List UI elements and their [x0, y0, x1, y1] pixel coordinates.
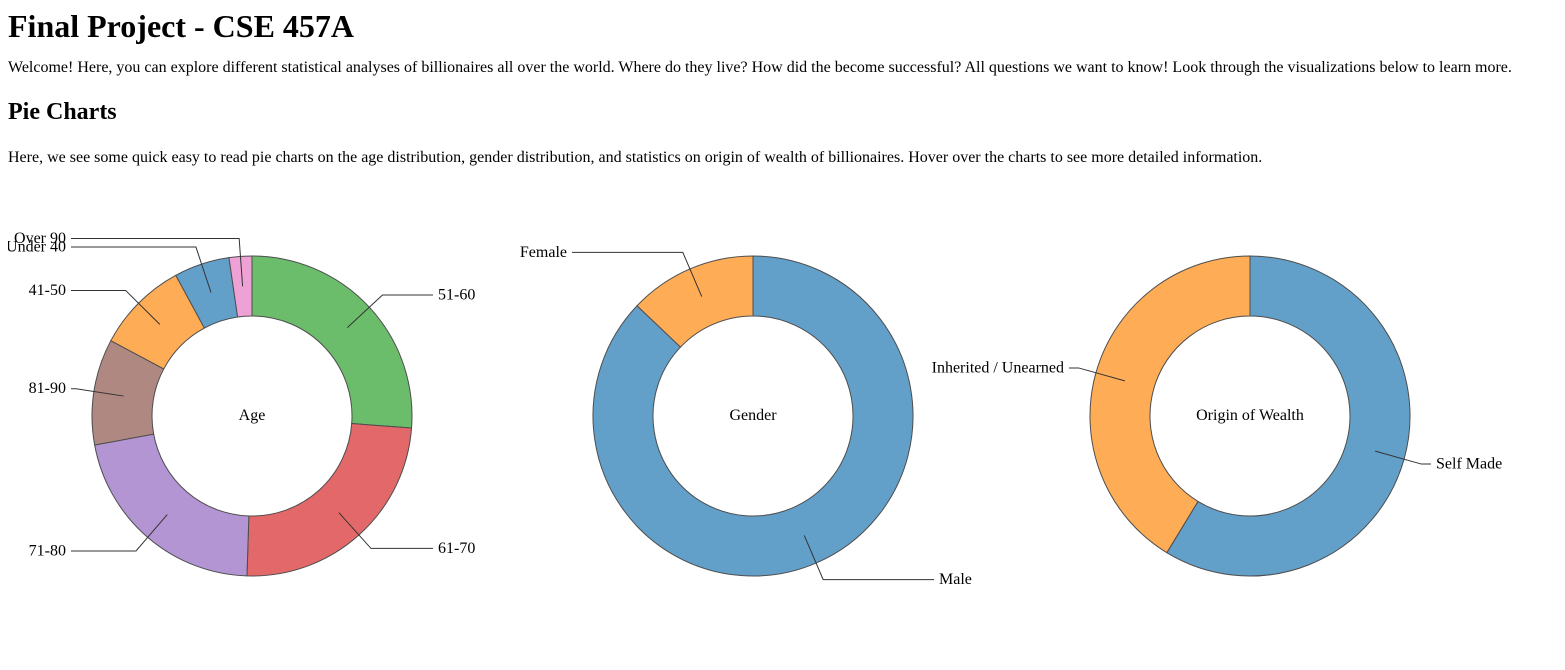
- age-label-51-60: 51-60: [438, 287, 475, 304]
- age-label-71-80: 71-80: [29, 543, 66, 560]
- origin-of-wealth-label-self-made: Self Made: [1436, 456, 1502, 473]
- gender-leader-line-female: [572, 252, 703, 297]
- age-leader-line-51-60: [346, 294, 433, 329]
- age-center-label: Age: [239, 407, 266, 424]
- age-leader-line-61-70: [338, 512, 433, 550]
- page-header: Final Project - CSE 457A Welcome! Here, …: [8, 8, 1557, 167]
- origin-of-wealth-segment-inherited-unearned[interactable]: [1089, 255, 1251, 554]
- age-label-41-50: 41-50: [29, 282, 66, 299]
- gender-donut-chart: Male Female Gender: [520, 244, 972, 588]
- gender-segment-male[interactable]: [592, 255, 914, 577]
- age-label-81-90: 81-90: [29, 380, 66, 397]
- gender-segment-female[interactable]: [636, 255, 754, 348]
- origin-of-wealth-segment-self-made[interactable]: [1166, 255, 1411, 577]
- gender-center-label: Gender: [729, 407, 777, 424]
- gender-leader-line-male: [803, 535, 934, 581]
- age-segment-51-60[interactable]: [251, 255, 413, 429]
- age-segment-over-90[interactable]: [228, 255, 253, 318]
- origin-of-wealth-leader-line-inherited-unearned: [1069, 367, 1125, 382]
- page-title: Final Project - CSE 457A: [8, 8, 355, 44]
- age-label-over-90: Over 90: [14, 230, 66, 247]
- gender-label-female: Female: [520, 244, 567, 261]
- origin-of-wealth-label-inherited-unearned: Inherited / Unearned: [932, 360, 1064, 377]
- gender-label-male: Male: [939, 571, 972, 588]
- age-segment-61-70[interactable]: [246, 423, 413, 577]
- origin-of-wealth-leader-line-self-made: [1375, 450, 1431, 465]
- age-leader-line-41-50: [71, 290, 161, 325]
- age-leader-line-81-90: [71, 388, 124, 397]
- section-heading-pie-charts: Pie Charts: [8, 99, 117, 126]
- age-leader-line-under-40: [71, 246, 212, 293]
- age-label-61-70: 61-70: [438, 540, 475, 557]
- age-leader-line-71-80: [71, 514, 168, 552]
- origin-of-wealth-center-label: Origin of Wealth: [1196, 407, 1304, 424]
- section-description: Here, we see some quick easy to read pie…: [8, 148, 1263, 166]
- age-label-under-40: Under 40: [8, 239, 66, 256]
- age-leader-line-over-90: [71, 238, 244, 287]
- intro-text: Welcome! Here, you can explore different…: [8, 58, 1512, 76]
- origin-of-wealth-donut-chart: Self Made Inherited / Unearned Origin of W…: [932, 255, 1502, 577]
- age-segment-71-80[interactable]: [94, 433, 250, 577]
